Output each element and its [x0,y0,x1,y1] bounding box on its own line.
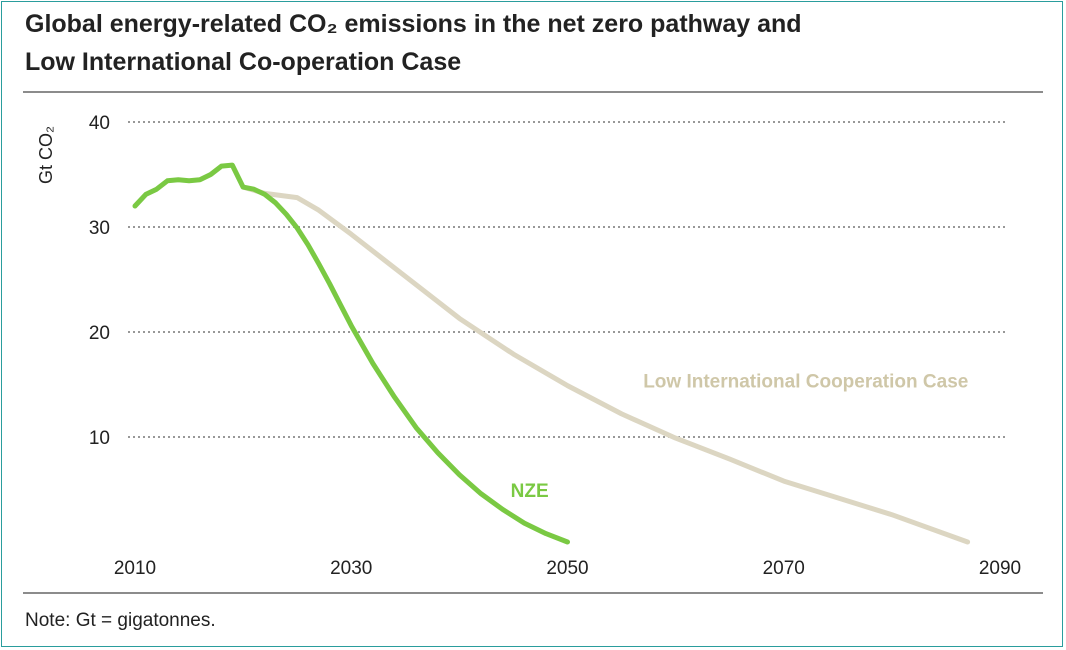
gridlines [128,121,1008,438]
x-tick-label: 2070 [763,558,805,579]
y-tick-label: 40 [89,113,110,134]
y-tick-labels: 10 20 30 40 [89,113,110,449]
y-tick-label: 20 [89,323,110,344]
footnote: Note: Gt = gigatonnes. [25,610,216,631]
x-tick-label: 2050 [546,558,588,579]
y-tick-label: 30 [89,218,110,239]
series-annotations: NZE Low International Cooperation Case [511,372,969,502]
y-axis-label: Gt CO₂ [36,126,56,184]
y-tick-label: 10 [89,428,110,449]
chart-title-line-1: Global energy-related CO₂ emissions in t… [25,10,802,38]
x-tick-label: 2030 [330,558,372,579]
series-line-nze [132,162,570,545]
series-lines [132,162,971,545]
note-divider [23,592,1043,594]
title-divider [23,91,1043,93]
chart-title: Global energy-related CO₂ emissions in t… [25,5,1025,81]
x-tick-labels: 2010 2030 2050 2070 2090 [114,558,1021,579]
annotation-low-international-cooperation: Low International Cooperation Case [643,372,968,393]
x-tick-label: 2090 [979,558,1021,579]
series-line-low-international-cooperation [240,184,971,545]
chart-title-line-2: Low International Co-operation Case [25,48,462,76]
annotation-nze: NZE [511,481,549,502]
x-tick-label: 2010 [114,558,156,579]
